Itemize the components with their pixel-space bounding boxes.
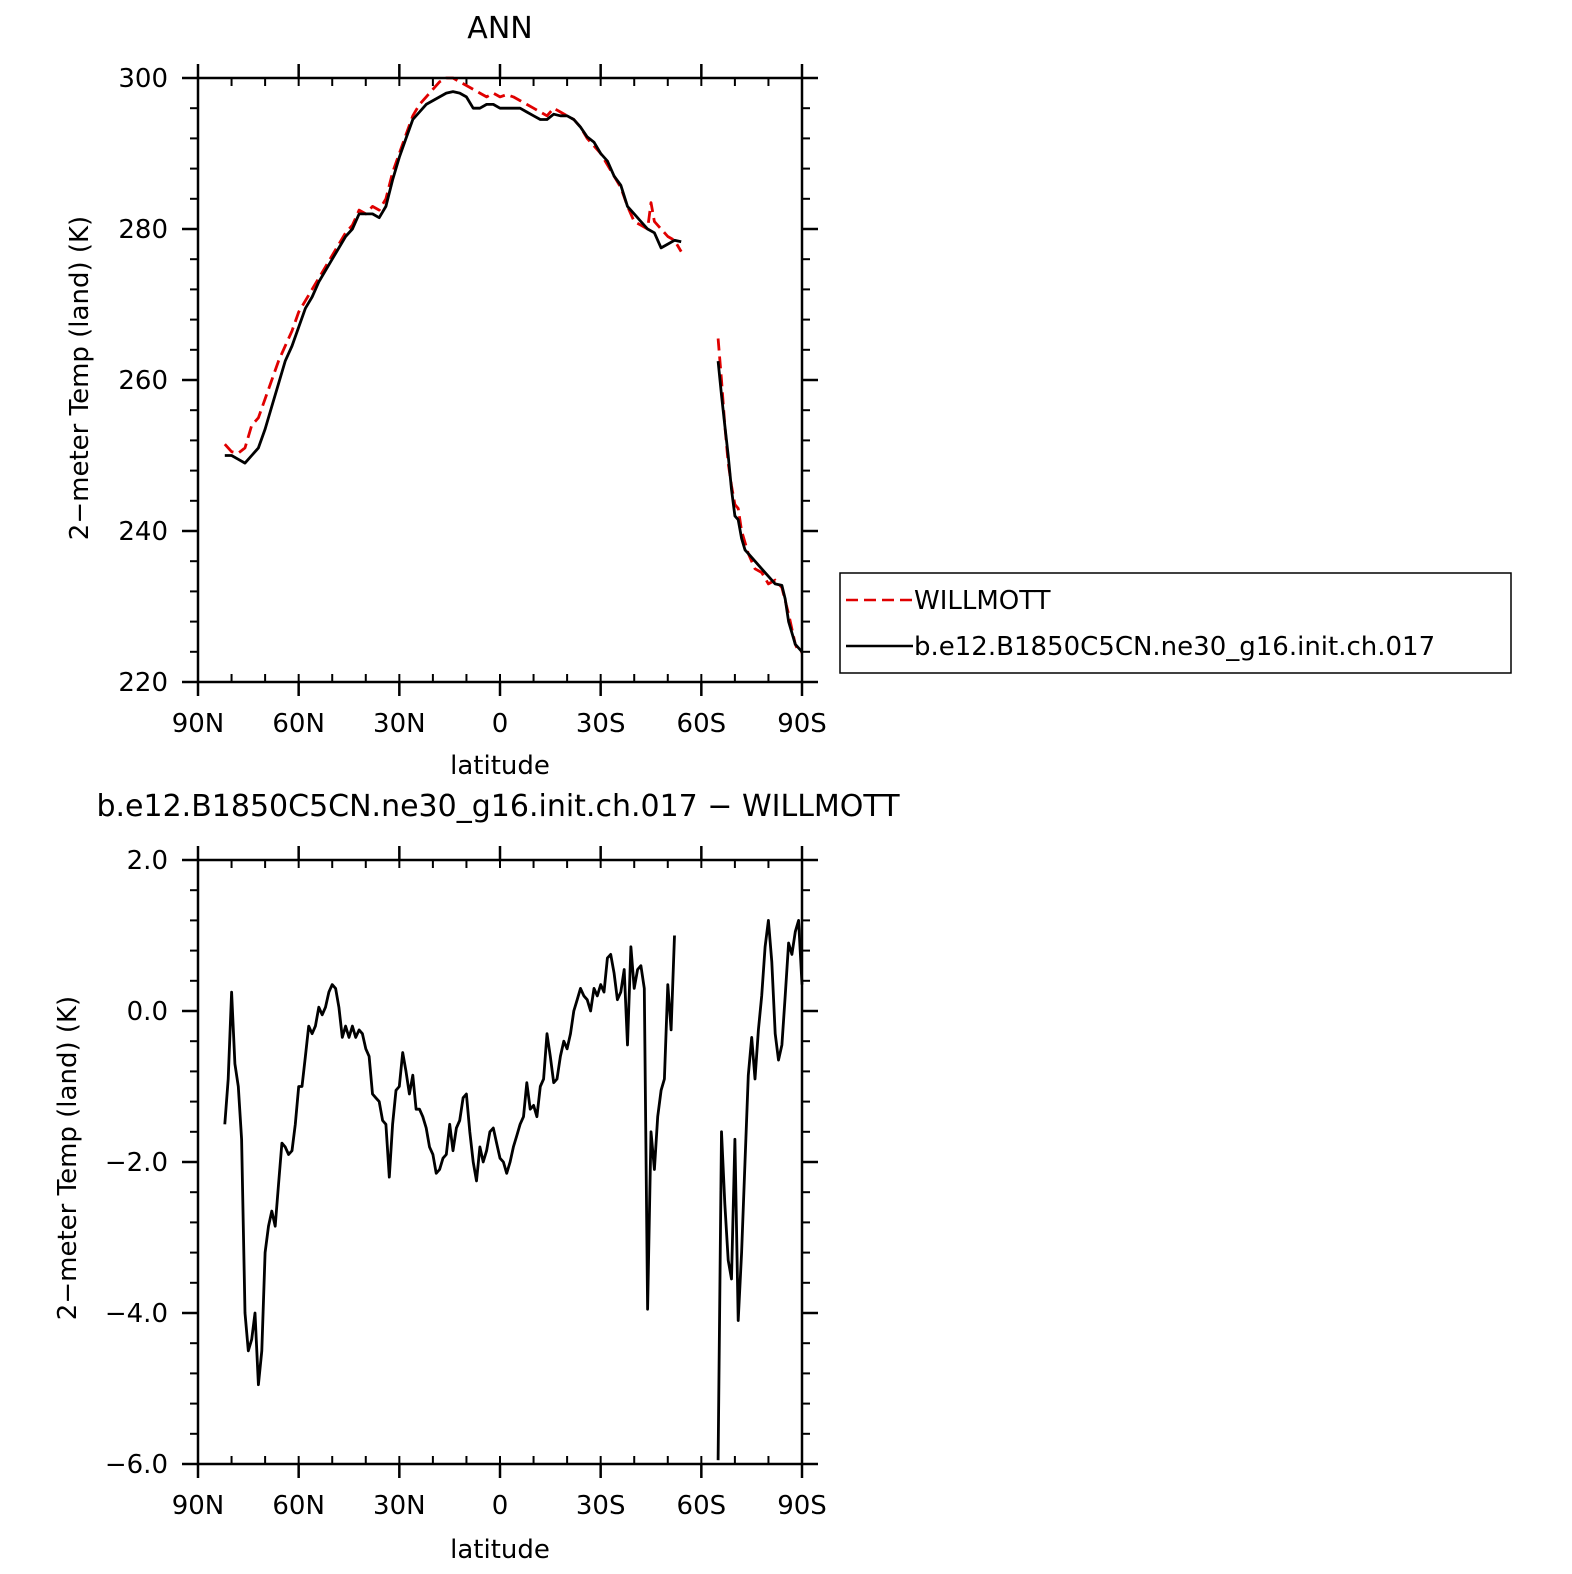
x-tick-label: 60S <box>677 709 727 739</box>
x-tick-label: 0 <box>492 709 509 739</box>
x-tick-label: 90S <box>777 1491 827 1521</box>
top-series-lines <box>223 76 804 654</box>
y-tick-label: 0.0 <box>127 997 168 1027</box>
y-tick-label: −6.0 <box>105 1450 168 1480</box>
legend-box <box>839 572 1512 674</box>
top-plot-frame <box>196 76 804 684</box>
legend: WILLMOTT b.e12.B1850C5CN.ne30_g16.init.c… <box>839 572 1512 674</box>
bottom-y-axis-label: 2−meter Temp (land) (K) <box>53 996 83 1320</box>
y-tick-label: 220 <box>118 668 168 698</box>
bottom-panel: b.e12.B1850C5CN.ne30_g16.init.ch.017 − W… <box>53 789 900 1565</box>
x-tick-label: 90N <box>172 709 225 739</box>
top-axis-ticks: 90N 60N 30N 0 30S 60S 90S 300 280 260 240 220 <box>118 64 827 739</box>
top-y-axis-label: 2−meter Temp (land) (K) <box>65 216 95 540</box>
model-line <box>716 360 804 653</box>
y-tick-label: 260 <box>118 366 168 396</box>
top-x-axis-label: latitude <box>450 751 550 781</box>
y-tick-label: −4.0 <box>105 1299 168 1329</box>
top-chart-title: ANN <box>467 11 532 46</box>
y-tick-label: 2.0 <box>127 846 168 876</box>
bottom-plot-frame <box>196 858 804 1466</box>
legend-label-model: b.e12.B1850C5CN.ne30_g16.init.ch.017 <box>914 632 1435 662</box>
model-line <box>224 90 682 465</box>
y-tick-label: −2.0 <box>105 1148 168 1178</box>
x-tick-label: 90S <box>777 709 827 739</box>
x-tick-label: 90N <box>172 1491 225 1521</box>
legend-label-willmott: WILLMOTT <box>914 586 1051 616</box>
willmott-line <box>223 76 683 455</box>
bottom-x-axis-label: latitude <box>450 1535 550 1565</box>
willmott-line <box>716 338 802 654</box>
x-tick-label: 30N <box>373 709 426 739</box>
x-tick-label: 30N <box>373 1491 426 1521</box>
y-tick-label: 240 <box>118 517 168 547</box>
difference-line <box>223 935 676 1387</box>
x-tick-label: 0 <box>492 1491 509 1521</box>
x-tick-label: 60N <box>272 709 325 739</box>
bottom-series-lines <box>223 919 804 1461</box>
x-tick-label: 60S <box>677 1491 727 1521</box>
x-tick-label: 30S <box>576 709 626 739</box>
y-tick-label: 280 <box>118 215 168 245</box>
y-tick-label: 300 <box>118 64 168 94</box>
x-tick-label: 30S <box>576 1491 626 1521</box>
difference-line <box>716 919 804 1461</box>
bottom-chart-title: b.e12.B1850C5CN.ne30_g16.init.ch.017 − W… <box>96 789 900 824</box>
bottom-axis-ticks: 90N 60N 30N 0 30S 60S 90S 2.0 0.0 −2.0 −4.0 −6.0 <box>105 846 827 1521</box>
x-tick-label: 60N <box>272 1491 325 1521</box>
top-panel: ANN 2−meter Temp (land) (K) latitude 90N… <box>65 11 827 781</box>
